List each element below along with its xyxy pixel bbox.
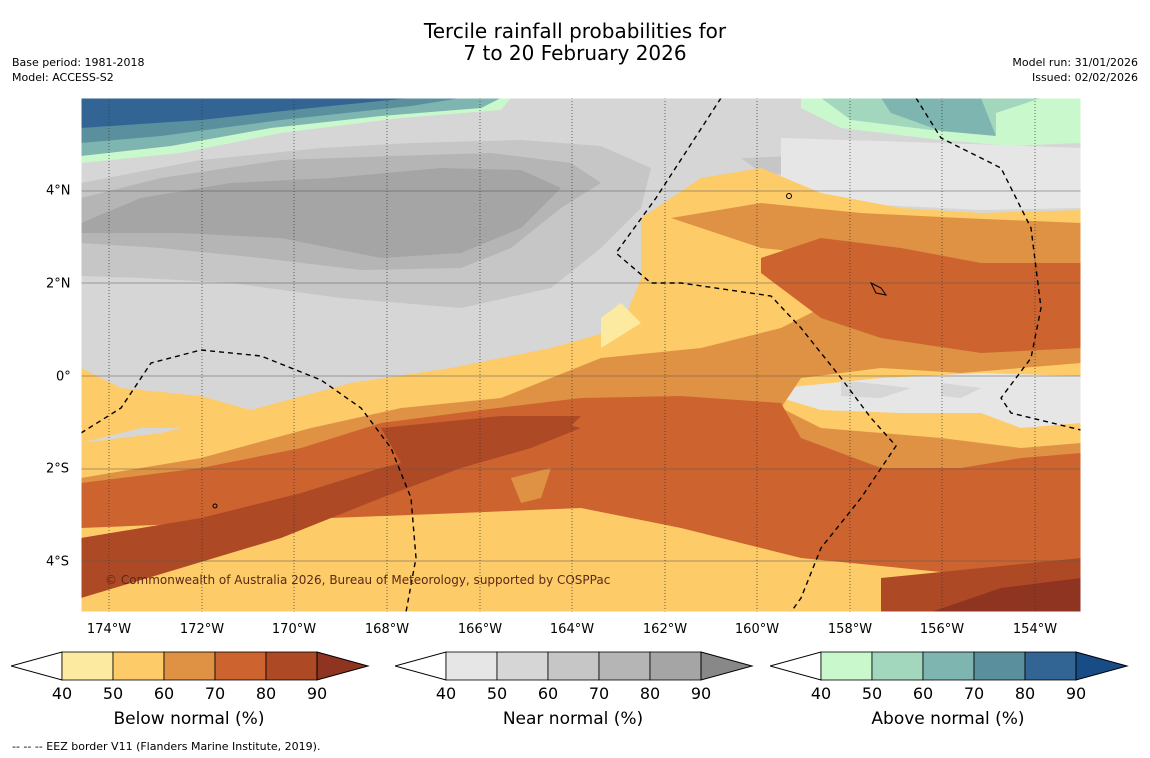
lon-label: 170°W: [271, 622, 317, 637]
lat-label: 4°S: [46, 554, 70, 570]
colorbar-tick: 50: [102, 684, 124, 703]
colorbar-tick: 90: [306, 684, 328, 703]
title-line-1: Tercile rainfall probabilities for: [423, 19, 727, 43]
colorbar-tick: 50: [486, 684, 508, 703]
below-normal-70-region: [81, 396, 1081, 578]
colorbar-below-normal: [11, 651, 370, 681]
above-normal-80-region: [81, 98, 411, 128]
lon-label: 162°W: [642, 622, 688, 637]
grid-lines: [81, 190, 1081, 562]
lon-label: 168°W: [364, 622, 410, 637]
base-period: Base period: 1981-2018: [12, 56, 145, 69]
lon-label: 166°W: [457, 622, 503, 637]
lat-label: 4°N: [46, 183, 71, 199]
colorbar-tick: 80: [639, 684, 661, 703]
colorbar-tick: 80: [255, 684, 277, 703]
model-run: Model run: 31/01/2026: [1012, 56, 1138, 69]
eez-footnote: -- -- -- EEZ border V11 (Flanders Marine…: [12, 740, 321, 753]
colorbar-tick: 60: [153, 684, 175, 703]
below-normal-60-patch-region: [511, 468, 551, 503]
colorbar-tick: 90: [1065, 684, 1087, 703]
title-line-2: 7 to 20 February 2026: [463, 41, 687, 65]
below-normal-70-north-region: [761, 238, 1081, 353]
near-normal-50-east-region: [841, 380, 911, 398]
colorbar-tick: 40: [435, 684, 457, 703]
lon-label: 172°W: [179, 622, 225, 637]
below-normal-60-north-region: [671, 203, 1081, 270]
near-normal-40-ne-region: [781, 138, 1081, 210]
model-name: Model: ACCESS-S2: [12, 71, 114, 84]
lon-label: 158°W: [827, 622, 873, 637]
islands: [212, 193, 888, 509]
colorbar-tick: 70: [588, 684, 610, 703]
below-normal-80-central-region: [381, 416, 581, 463]
colorbar-tick: 90: [690, 684, 712, 703]
near-normal-80-region: [81, 168, 561, 258]
lon-label: 164°W: [549, 622, 595, 637]
lat-label: 2°S: [46, 461, 70, 477]
colorbar-tick: 50: [861, 684, 883, 703]
colorbar-title-above: Above normal (%): [871, 709, 1025, 729]
lon-label: 156°W: [919, 622, 965, 637]
colorbar-title-below: Below normal (%): [113, 709, 265, 729]
forecast-map: © Commonwealth of Australia 2026, Bureau…: [81, 98, 1081, 612]
near-normal-50-east2-region: [941, 383, 981, 398]
copyright-text: © Commonwealth of Australia 2026, Bureau…: [105, 573, 610, 587]
below-normal-40-region: [601, 303, 641, 348]
colorbar-tick: 60: [537, 684, 559, 703]
lon-label: 154°W: [1012, 622, 1058, 637]
meta-left: Base period: 1981-2018 Model: ACCESS-S2: [12, 55, 144, 85]
chart-title: Tercile rainfall probabilities for 7 to …: [0, 20, 1150, 64]
lat-label: 2°N: [46, 276, 71, 292]
lat-label: 0°: [56, 369, 71, 385]
below-normal-90-region: [931, 578, 1081, 612]
below-normal-80-region: [81, 418, 581, 598]
colorbar-near-normal: [395, 651, 754, 681]
issued-date: Issued: 02/02/2026: [1031, 71, 1138, 84]
lon-label: 160°W: [734, 622, 780, 637]
colorbar-title-near: Near normal (%): [502, 709, 644, 729]
colorbar-tick: 80: [1014, 684, 1036, 703]
colorbar-tick: 70: [204, 684, 226, 703]
colorbar-tick: 40: [810, 684, 832, 703]
meta-right: Model run: 31/01/2026 Issued: 02/02/2026: [1012, 55, 1138, 85]
above-normal-60-ne-region: [881, 98, 996, 136]
colorbar-tick: 70: [963, 684, 985, 703]
colorbar-tick: 40: [51, 684, 73, 703]
colorbar-above-normal: [770, 651, 1129, 681]
colorbar-tick: 60: [912, 684, 934, 703]
eez-borders: [81, 98, 1081, 612]
lon-label: 174°W: [86, 622, 132, 637]
